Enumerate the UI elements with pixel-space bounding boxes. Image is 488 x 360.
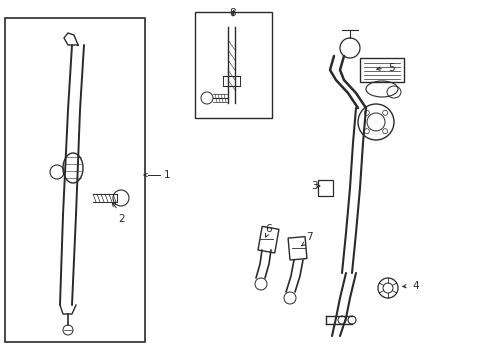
Bar <box>223 76 240 86</box>
Text: 6: 6 <box>264 224 271 234</box>
Bar <box>287 237 306 260</box>
Text: 2: 2 <box>119 214 125 224</box>
Text: 7: 7 <box>305 232 312 242</box>
Bar <box>195 12 271 118</box>
Bar <box>5 18 145 342</box>
Bar <box>317 180 332 196</box>
Text: 3: 3 <box>311 181 317 191</box>
Text: 5: 5 <box>387 63 394 73</box>
Text: 4: 4 <box>411 281 418 291</box>
Bar <box>258 226 278 253</box>
Text: 1: 1 <box>163 170 170 180</box>
Text: 8: 8 <box>229 8 236 18</box>
Bar <box>359 58 403 82</box>
